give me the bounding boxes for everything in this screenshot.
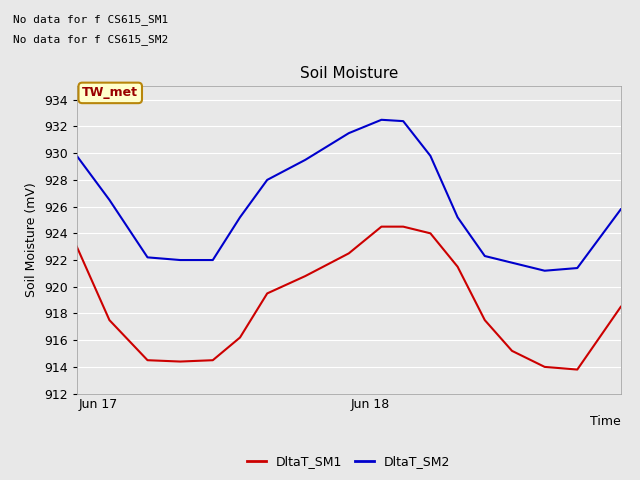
Y-axis label: Soil Moisture (mV): Soil Moisture (mV) — [26, 182, 38, 298]
Title: Soil Moisture: Soil Moisture — [300, 66, 398, 81]
Text: No data for f CS615_SM1: No data for f CS615_SM1 — [13, 14, 168, 25]
Legend: DltaT_SM1, DltaT_SM2: DltaT_SM1, DltaT_SM2 — [243, 450, 455, 473]
Text: No data for f CS615_SM2: No data for f CS615_SM2 — [13, 34, 168, 45]
Text: TW_met: TW_met — [82, 86, 138, 99]
Text: Time: Time — [590, 415, 621, 428]
